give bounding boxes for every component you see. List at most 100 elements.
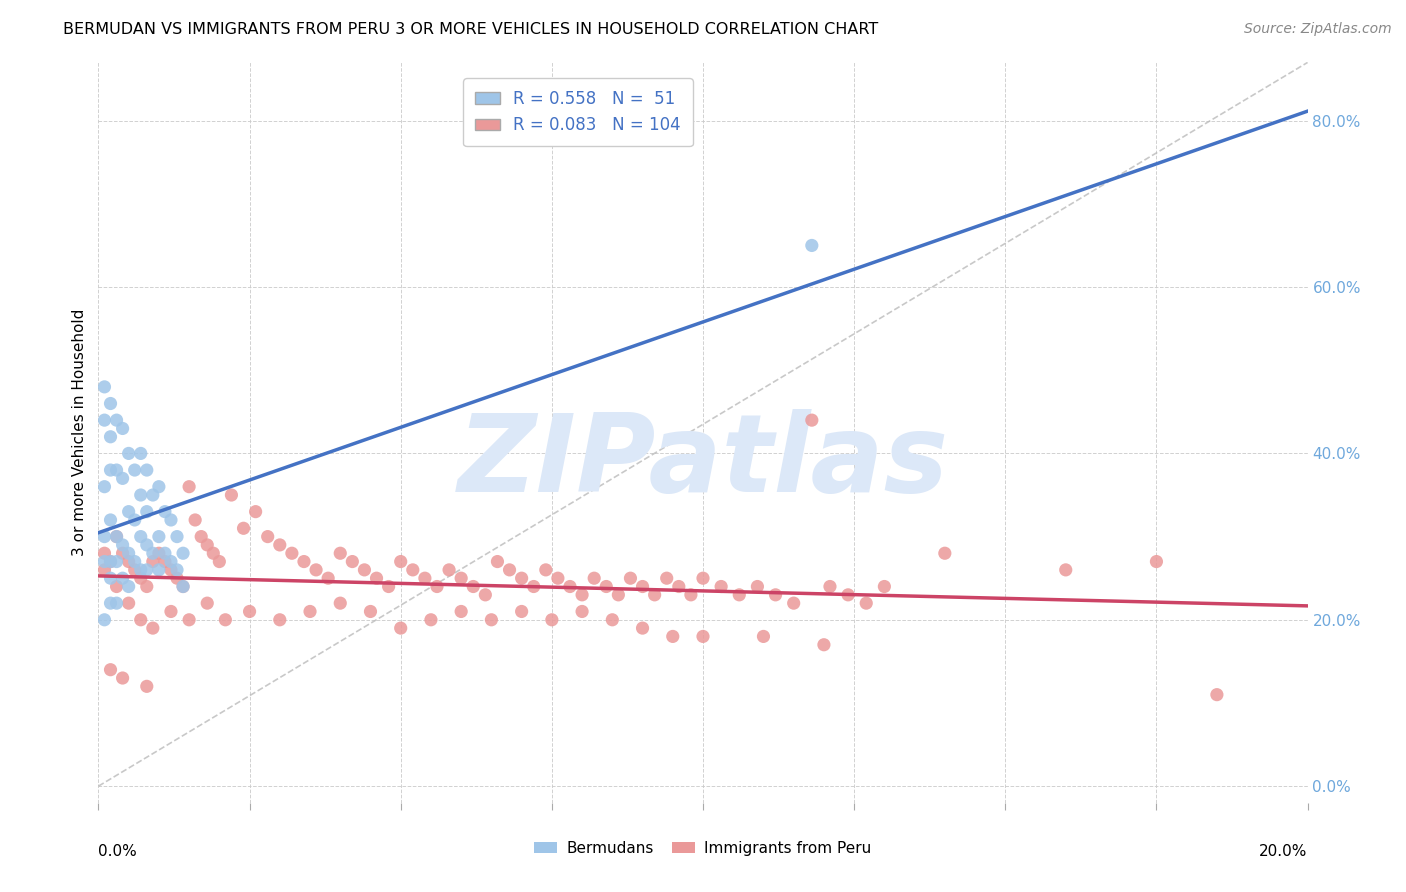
Point [160, 605, 183, 619]
Point [558, 580, 581, 594]
Point [148, 563, 170, 577]
Point [281, 546, 304, 560]
Point [100, 596, 122, 610]
Point [728, 588, 751, 602]
Text: Source: ZipAtlas.com: Source: ZipAtlas.com [1244, 22, 1392, 37]
Point [481, 613, 503, 627]
Point [607, 588, 630, 602]
Point [129, 571, 152, 585]
Point [179, 613, 201, 627]
Point [142, 546, 165, 560]
Point [124, 563, 146, 577]
Point [105, 596, 128, 610]
Point [486, 555, 509, 569]
Point [111, 671, 134, 685]
Point [124, 463, 146, 477]
Point [135, 679, 157, 693]
Text: 0.0%: 0.0% [98, 844, 138, 858]
Point [118, 446, 141, 460]
Point [437, 563, 460, 577]
Point [800, 413, 823, 427]
Text: ZIPatlas: ZIPatlas [457, 409, 949, 516]
Point [1054, 563, 1077, 577]
Point [540, 613, 562, 627]
Point [105, 580, 128, 594]
Point [402, 563, 425, 577]
Point [644, 588, 666, 602]
Point [426, 580, 449, 594]
Point [583, 571, 606, 585]
Point [221, 488, 243, 502]
Y-axis label: 3 or more Vehicles in Household: 3 or more Vehicles in Household [72, 309, 87, 557]
Point [93, 613, 115, 627]
Point [100, 430, 122, 444]
Point [118, 555, 141, 569]
Point [655, 571, 678, 585]
Point [316, 571, 339, 585]
Point [93, 555, 115, 569]
Point [547, 571, 569, 585]
Point [305, 563, 328, 577]
Point [534, 563, 557, 577]
Point [142, 555, 165, 569]
Point [602, 613, 624, 627]
Point [93, 563, 115, 577]
Legend: Bermudans, Immigrants from Peru: Bermudans, Immigrants from Peru [529, 835, 877, 862]
Point [153, 505, 176, 519]
Point [463, 580, 485, 594]
Point [160, 563, 183, 577]
Point [765, 588, 787, 602]
Point [160, 513, 183, 527]
Point [118, 596, 141, 610]
Point [510, 605, 533, 619]
Point [135, 563, 157, 577]
Point [692, 629, 714, 643]
Point [100, 663, 122, 677]
Point [855, 596, 877, 610]
Point [124, 513, 146, 527]
Point [111, 546, 134, 560]
Point [873, 580, 896, 594]
Point [153, 546, 176, 560]
Point [160, 555, 183, 569]
Point [269, 538, 291, 552]
Point [105, 530, 128, 544]
Point [208, 555, 231, 569]
Point [190, 530, 212, 544]
Point [105, 413, 128, 427]
Point [631, 621, 654, 635]
Point [710, 580, 733, 594]
Point [148, 480, 170, 494]
Point [135, 538, 157, 552]
Point [172, 580, 194, 594]
Point [353, 563, 375, 577]
Point [93, 380, 115, 394]
Point [105, 555, 128, 569]
Point [129, 563, 152, 577]
Point [129, 530, 152, 544]
Point [166, 563, 188, 577]
Point [510, 571, 533, 585]
Point [818, 580, 841, 594]
Point [202, 546, 225, 560]
Point [360, 605, 382, 619]
Point [752, 629, 775, 643]
Point [299, 605, 322, 619]
Point [93, 413, 115, 427]
Text: BERMUDAN VS IMMIGRANTS FROM PERU 3 OR MORE VEHICLES IN HOUSEHOLD CORRELATION CHA: BERMUDAN VS IMMIGRANTS FROM PERU 3 OR MO… [63, 22, 879, 37]
Point [292, 555, 315, 569]
Point [111, 538, 134, 552]
Point [498, 563, 520, 577]
Text: 20.0%: 20.0% [1260, 844, 1308, 858]
Point [105, 463, 128, 477]
Point [166, 571, 188, 585]
Point [571, 588, 593, 602]
Point [1144, 555, 1167, 569]
Point [214, 613, 236, 627]
Point [239, 605, 262, 619]
Point [595, 580, 617, 594]
Point [93, 546, 115, 560]
Point [166, 530, 188, 544]
Point [692, 571, 714, 585]
Point [631, 580, 654, 594]
